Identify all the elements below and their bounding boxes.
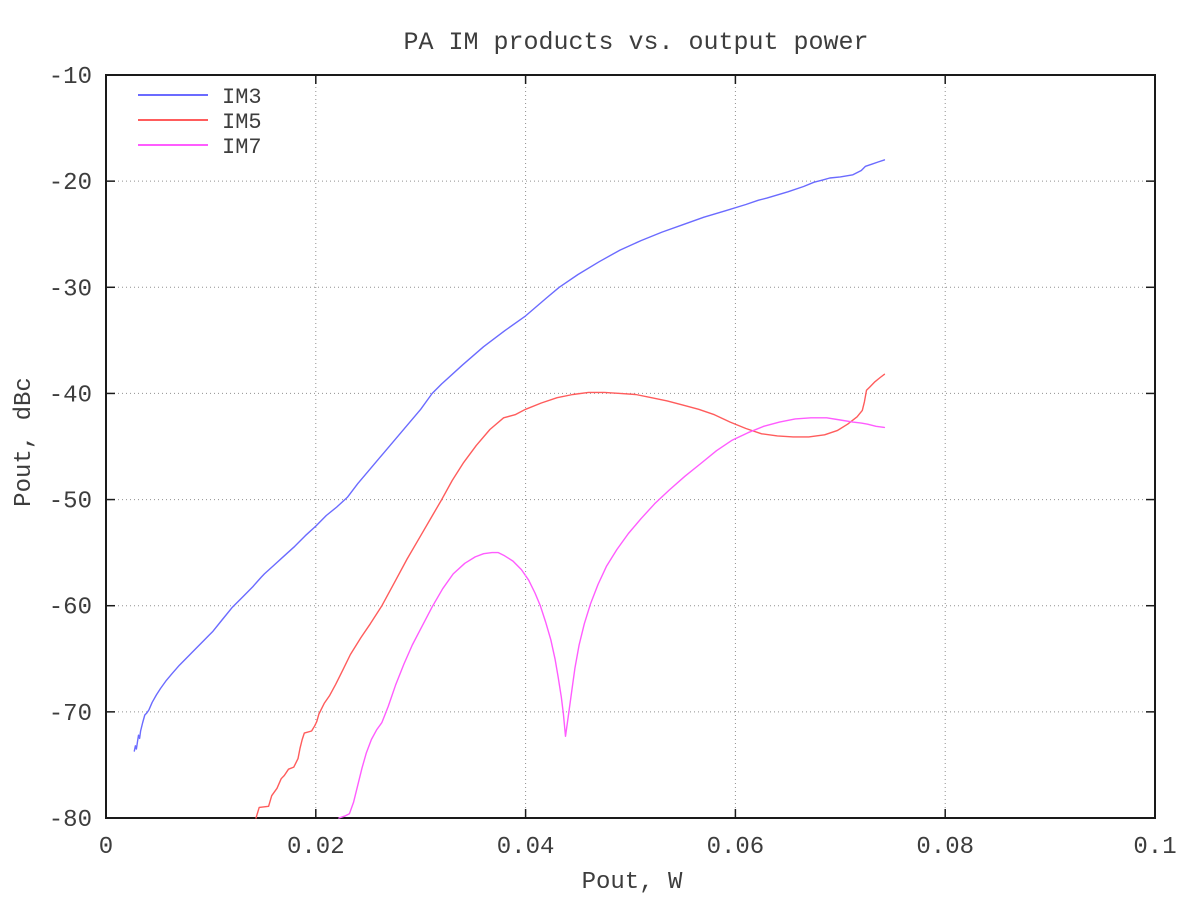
y-tick-label: -80 [49, 807, 92, 834]
x-tick-label: 0 [99, 834, 113, 861]
series-lines [133, 159, 886, 819]
y-axis-label: Pout, dBc [11, 377, 38, 507]
y-tick-label: -30 [49, 276, 92, 303]
series-line-im7 [338, 417, 886, 819]
x-tick-label: 0.04 [497, 834, 555, 861]
legend-item: IM3 [138, 85, 262, 110]
x-tick-label: 0.06 [707, 834, 765, 861]
series-line-im5 [255, 373, 886, 819]
plot-border [105, 74, 1156, 819]
y-tick-label: -40 [49, 382, 92, 409]
x-tick-labels: 0 0.02 0.04 0.06 0.08 0.1 [99, 834, 1177, 861]
y-tick-label: -10 [49, 64, 92, 91]
x-tick-label: 0.02 [287, 834, 345, 861]
x-axis-label: Pout, W [582, 869, 683, 896]
y-tick-label: -50 [49, 489, 92, 516]
y-tick-label: -60 [49, 595, 92, 622]
x-tick-label: 0.08 [916, 834, 974, 861]
x-tick-label: 0.1 [1133, 834, 1176, 861]
legend-label-im5: IM5 [222, 110, 262, 135]
y-tick-labels: -10 -20 -30 -40 -50 -60 -70 -80 [49, 64, 92, 834]
series-line-im3 [133, 159, 886, 752]
legend-label-im7: IM7 [222, 135, 262, 160]
chart-title: PA IM products vs. output power [403, 28, 868, 57]
legend-item: IM5 [138, 110, 262, 135]
y-tick-label: -70 [49, 701, 92, 728]
legend-label-im3: IM3 [222, 85, 262, 110]
y-tick-label: -20 [49, 170, 92, 197]
legend-item: IM7 [138, 135, 262, 160]
grid-lines [106, 75, 1155, 818]
